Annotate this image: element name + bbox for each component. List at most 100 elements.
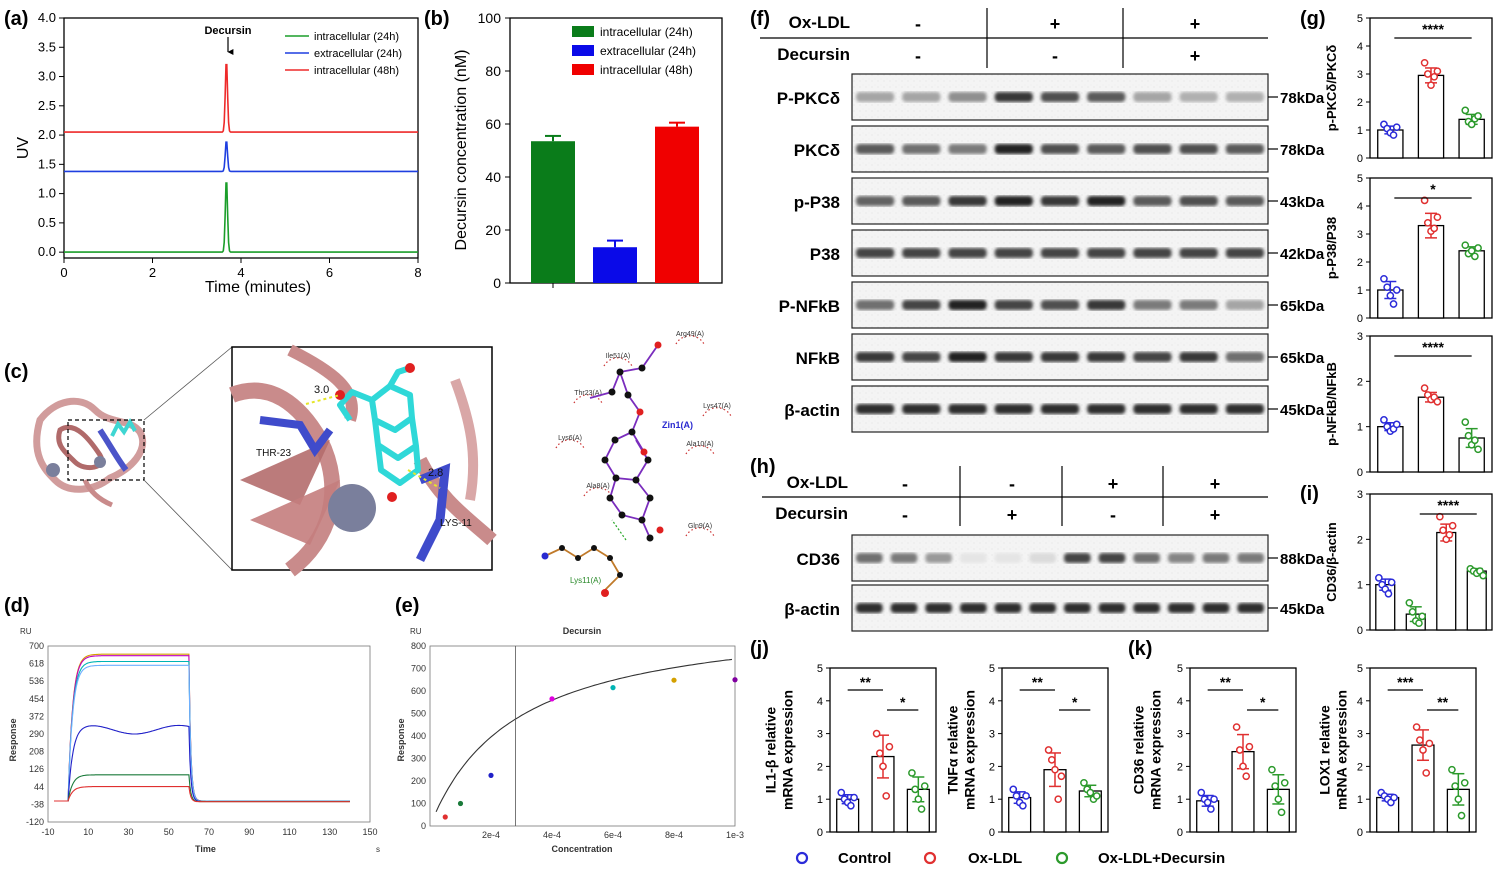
chart-a-annotation: Decursin: [204, 25, 251, 37]
chart-d-series-line: [54, 653, 350, 802]
blot-band: [1040, 144, 1080, 154]
treatment-sign-oxldl: +: [1210, 474, 1221, 494]
chart-d-ylabel: Response: [8, 718, 18, 761]
chart-k2-point: [1390, 793, 1398, 802]
h-row2-label: Decursin: [775, 504, 848, 523]
chart-j2-ytick-label: 3: [989, 729, 995, 741]
panel-label-h: (h): [750, 456, 776, 478]
blot-band: [1087, 92, 1126, 102]
panel-h-western-blots: Ox-LDL Decursin - - + + - + - + CD36 88kDa β-acti…: [762, 466, 1325, 632]
chart-d-xlabel: Time: [195, 844, 216, 854]
blot-protein-label: PKCδ: [794, 141, 840, 160]
chart-j2-sig-label: *: [1072, 694, 1078, 710]
chart-k1-point: [1280, 778, 1289, 787]
chart-e-ytick-label: 500: [411, 709, 426, 719]
blot-protein-label: P-NFkB: [779, 297, 840, 316]
chart-j2-point: [1022, 792, 1030, 800]
chart-k2-ytick-label: 1: [1357, 794, 1363, 806]
chart-b-ylabel: Decursin concentration (nM): [453, 50, 470, 251]
ligplot-diagram: Arg49(A) Ile51(A) Thr23(A) Lys47(A) Lys6(A) A…: [541, 331, 732, 597]
treatment-sign-decursin: +: [1190, 46, 1201, 66]
blot-band: [902, 404, 941, 414]
chart-a-ytick-label: 1.0: [38, 186, 56, 201]
blot-band: [1179, 144, 1218, 154]
chart-d-ytick-label: -38: [31, 799, 44, 809]
chart-a-ytick-label: 2.0: [38, 127, 56, 142]
chart-j1-point: [850, 793, 858, 802]
chart-e-unit: RU: [410, 627, 422, 636]
treatment-sign-decursin: -: [1052, 46, 1058, 66]
residue-lys11: LYS-11: [440, 518, 472, 529]
f-treatment-signs: - + + - - +: [915, 14, 1200, 66]
chart-d-xtick-label: 30: [123, 827, 133, 837]
panel-label-i: (i): [1300, 483, 1319, 505]
blot-band: [1225, 248, 1264, 258]
chart-d-spr-sensorgram: -10 10 30 50 70 90 110 130 150 700 618 536 454 372 290…: [8, 627, 380, 854]
chart-i-ytick-label: 1: [1357, 580, 1363, 592]
chart-b-legend-label: intracellular (24h): [600, 25, 693, 39]
chart-e-xtick-label: 6e-4: [604, 830, 622, 840]
blot-band: [1133, 352, 1172, 362]
blot-band: [1133, 404, 1172, 414]
blot-band: [902, 92, 941, 102]
blot-band: [1133, 248, 1172, 258]
chart-d-series-line: [54, 786, 350, 803]
chart-g1-point: [1427, 81, 1435, 90]
ligplot-hydrophobic-arc: [573, 394, 603, 404]
chart-i-ytick-label: 3: [1357, 489, 1363, 501]
blot-band: [856, 603, 883, 613]
blot-band: [994, 144, 1033, 154]
treatment-sign-oxldl: -: [915, 14, 921, 34]
chart-d-xtick-label: 10: [83, 827, 93, 837]
chart-g3-bars: 0 1 2 3 p-NFkB/NFkB ****: [1324, 331, 1493, 479]
ligplot-residue-label: Ile51(A): [606, 353, 631, 360]
blot-band: [1225, 300, 1264, 310]
blot-band: [1087, 196, 1126, 206]
chart-a-legend-label: extracellular (24h): [314, 48, 402, 60]
chart-b-legend-swatch: [572, 45, 594, 56]
chart-k1-point: [1207, 805, 1215, 813]
chart-g2-point: [1420, 196, 1429, 205]
ligplot-hydrophobic-arc: [675, 335, 705, 345]
chart-k1-ytick-label: 1: [1177, 794, 1183, 806]
chart-g3-point: [1474, 445, 1482, 454]
chart-j1-point: [917, 805, 926, 813]
chart-g1-ytick-label: 2: [1357, 97, 1363, 109]
residue-thr23: THR-23: [256, 448, 291, 459]
blot-band: [1133, 144, 1172, 154]
blot-band: [1237, 603, 1264, 613]
chart-g2-sig-label: *: [1430, 181, 1436, 197]
treatment-sign-oxldl: -: [902, 474, 908, 494]
chart-g1-point: [1420, 58, 1429, 67]
chart-j1-point: [847, 801, 855, 810]
ligplot-hydrophobic-arc: [702, 407, 732, 417]
chart-a-xtick-label: 4: [237, 265, 244, 280]
chart-g2-ytick-label: 4: [1357, 201, 1363, 213]
panel-label-f: (f): [750, 8, 770, 30]
chart-g1-ytick-label: 1: [1357, 125, 1363, 137]
blot-band: [1237, 553, 1264, 563]
chart-a-xtick-label: 8: [414, 265, 421, 280]
chart-g1-point: [1461, 106, 1470, 115]
chart-g2-point: [1474, 244, 1482, 252]
chart-j2-point: [1086, 788, 1095, 797]
chart-e-point: [610, 685, 616, 691]
chart-b-ytick-label: 40: [485, 169, 501, 185]
chart-g2-ylabel: p-P38/P38: [1324, 217, 1339, 279]
chart-i-sig-label: ****: [1437, 497, 1459, 513]
treatment-sign-decursin: +: [1210, 505, 1221, 525]
chart-a-xtick-label: 6: [326, 265, 333, 280]
chart-g2-ytick-label: 2: [1357, 257, 1363, 269]
chart-j2-point: [1051, 765, 1059, 774]
chart-g1-point: [1392, 123, 1401, 132]
blot-band: [994, 196, 1033, 206]
treatment-sign-oxldl: +: [1108, 474, 1119, 494]
chart-e-xtick-label: 1e-3: [726, 830, 744, 840]
ligplot-lys-label: Lys11(A): [570, 576, 601, 585]
chart-g3-sig-label: ****: [1422, 339, 1444, 355]
chart-g1-ytick-label: 0: [1357, 153, 1363, 165]
chart-d-ytick-label: 618: [29, 659, 44, 669]
chart-k1-point: [1277, 808, 1286, 817]
h-row1-label: Ox-LDL: [787, 473, 848, 492]
